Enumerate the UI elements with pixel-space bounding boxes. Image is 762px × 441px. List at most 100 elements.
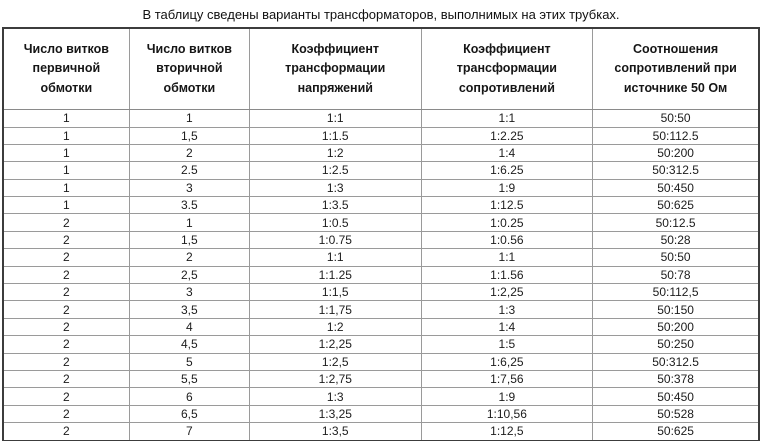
table-cell: 50:625 xyxy=(592,422,760,441)
table-cell: 1 xyxy=(128,213,250,232)
table-cell: 1 xyxy=(2,196,130,215)
header-col-voltage-transform-ratio: Коэффициент трансформации напряжений xyxy=(248,27,422,111)
table-cell: 1:1.25 xyxy=(248,265,422,285)
table-cell: 1:1.5 xyxy=(248,126,422,145)
header-col-resistance-relation-50ohm: Соотношения сопротивлений при источнике … xyxy=(592,27,760,111)
table-cell: 1:0.25 xyxy=(420,213,594,232)
table-row: 2 1,5 1:0.75 1:0.56 50:28 xyxy=(2,230,760,250)
table-cell: 2 xyxy=(2,265,130,285)
table-row: 2 6,5 1:3,25 1:10,56 50:528 xyxy=(2,404,760,424)
table-row: 2 2 1:1 1:1 50:50 xyxy=(2,248,760,267)
table-cell: 7 xyxy=(128,422,250,441)
table-cell: 1:3 xyxy=(248,387,422,406)
table-cell: 1:6,25 xyxy=(420,352,594,371)
table-cell: 2 xyxy=(2,422,130,441)
table-cell: 50:312.5 xyxy=(592,161,760,180)
table-cell: 2 xyxy=(2,230,130,250)
table-cell: 2 xyxy=(2,300,130,319)
table-cell: 3,5 xyxy=(128,300,250,319)
table-cell: 1:1.56 xyxy=(420,265,594,285)
table-cell: 3 xyxy=(128,178,250,198)
table-row: 2 1 1:0.5 1:0.25 50:12.5 xyxy=(2,213,760,232)
table-cell: 2 xyxy=(2,369,130,389)
table-row: 2 4 1:2 1:4 50:200 xyxy=(2,317,760,337)
header-row: Число витков первичной обмотки Число вит… xyxy=(2,27,760,111)
transformer-variants-table: Число витков первичной обмотки Число вит… xyxy=(2,27,760,441)
table-cell: 50:112,5 xyxy=(592,283,760,302)
table-cell: 50:50 xyxy=(592,248,760,267)
table-cell: 6 xyxy=(128,387,250,406)
table-cell: 50:378 xyxy=(592,369,760,389)
table-row: 2 3 1:1,5 1:2,25 50:112,5 xyxy=(2,283,760,302)
table-cell: 5,5 xyxy=(128,369,250,389)
table-body: 1 1 1:1 1:1 50:50 1 1,5 1:1.5 1:2.25 50:112.5 1 2 1:… xyxy=(2,109,760,441)
table-row: 1 2.5 1:2.5 1:6.25 50:312.5 xyxy=(2,161,760,180)
table-cell: 1:4 xyxy=(420,143,594,163)
table-cell: 50:12.5 xyxy=(592,213,760,232)
table-cell: 1:2,25 xyxy=(420,283,594,302)
table-cell: 1:1 xyxy=(420,109,594,128)
table-cell: 1,5 xyxy=(128,230,250,250)
table-cell: 3.5 xyxy=(128,196,250,215)
table-cell: 50:200 xyxy=(592,143,760,163)
table-cell: 2 xyxy=(2,213,130,232)
table-cell: 1:2,75 xyxy=(248,369,422,389)
table-cell: 1:2 xyxy=(248,317,422,337)
table-cell: 1:9 xyxy=(420,387,594,406)
table-cell: 1:9 xyxy=(420,178,594,198)
table-cell: 1:5 xyxy=(420,335,594,354)
table-cell: 2 xyxy=(2,248,130,267)
table-cell: 1:3 xyxy=(420,300,594,319)
table-cell: 50:625 xyxy=(592,196,760,215)
table-cell: 2 xyxy=(2,317,130,337)
table-cell: 1:2.25 xyxy=(420,126,594,145)
table-cell: 4,5 xyxy=(128,335,250,354)
table-row: 2 5 1:2,5 1:6,25 50:312.5 xyxy=(2,352,760,371)
table-cell: 50:250 xyxy=(592,335,760,354)
table-cell: 50:312.5 xyxy=(592,352,760,371)
table-cell: 50:78 xyxy=(592,265,760,285)
table-cell: 1:1 xyxy=(248,248,422,267)
table-cell: 2 xyxy=(2,352,130,371)
table-cell: 1 xyxy=(2,143,130,163)
table-cell: 1:12.5 xyxy=(420,196,594,215)
table-cell: 2 xyxy=(2,387,130,406)
table-cell: 50:450 xyxy=(592,387,760,406)
table-caption: В таблицу сведены варианты трансформатор… xyxy=(142,7,620,22)
table-row: 1 1,5 1:1.5 1:2.25 50:112.5 xyxy=(2,126,760,145)
table-cell: 1:3 xyxy=(248,178,422,198)
table-cell: 50:200 xyxy=(592,317,760,337)
table-cell: 6,5 xyxy=(128,404,250,424)
table-cell: 2 xyxy=(2,404,130,424)
table-row: 1 2 1:2 1:4 50:200 xyxy=(2,143,760,163)
table-cell: 4 xyxy=(128,317,250,337)
table-cell: 1:12,5 xyxy=(420,422,594,441)
table-cell: 1:0.5 xyxy=(248,213,422,232)
table-cell: 1 xyxy=(2,161,130,180)
table-cell: 2.5 xyxy=(128,161,250,180)
table-row: 2 2,5 1:1.25 1:1.56 50:78 xyxy=(2,265,760,285)
table-cell: 1 xyxy=(2,126,130,145)
table-cell: 1:10,56 xyxy=(420,404,594,424)
table-cell: 5 xyxy=(128,352,250,371)
header-col-primary-turns: Число витков первичной обмотки xyxy=(2,27,130,111)
table-cell: 50:528 xyxy=(592,404,760,424)
table-row: 1 3 1:3 1:9 50:450 xyxy=(2,178,760,198)
table-cell: 2 xyxy=(128,143,250,163)
table-row: 2 3,5 1:1,75 1:3 50:150 xyxy=(2,300,760,319)
table-row: 2 4,5 1:2,25 1:5 50:250 xyxy=(2,335,760,354)
table-cell: 1:1 xyxy=(248,109,422,128)
table-cell: 1 xyxy=(128,109,250,128)
table-cell: 50:450 xyxy=(592,178,760,198)
table-cell: 50:50 xyxy=(592,109,760,128)
header-col-secondary-turns: Число витков вторичной обмотки xyxy=(128,27,250,111)
table-cell: 2 xyxy=(128,248,250,267)
table-row: 2 7 1:3,5 1:12,5 50:625 xyxy=(2,422,760,441)
table-row: 2 6 1:3 1:9 50:450 xyxy=(2,387,760,406)
table-cell: 1:1,75 xyxy=(248,300,422,319)
table-cell: 50:28 xyxy=(592,230,760,250)
table-cell: 1:6.25 xyxy=(420,161,594,180)
table-cell: 2,5 xyxy=(128,265,250,285)
table-cell: 1:0.56 xyxy=(420,230,594,250)
table-cell: 1:0.75 xyxy=(248,230,422,250)
